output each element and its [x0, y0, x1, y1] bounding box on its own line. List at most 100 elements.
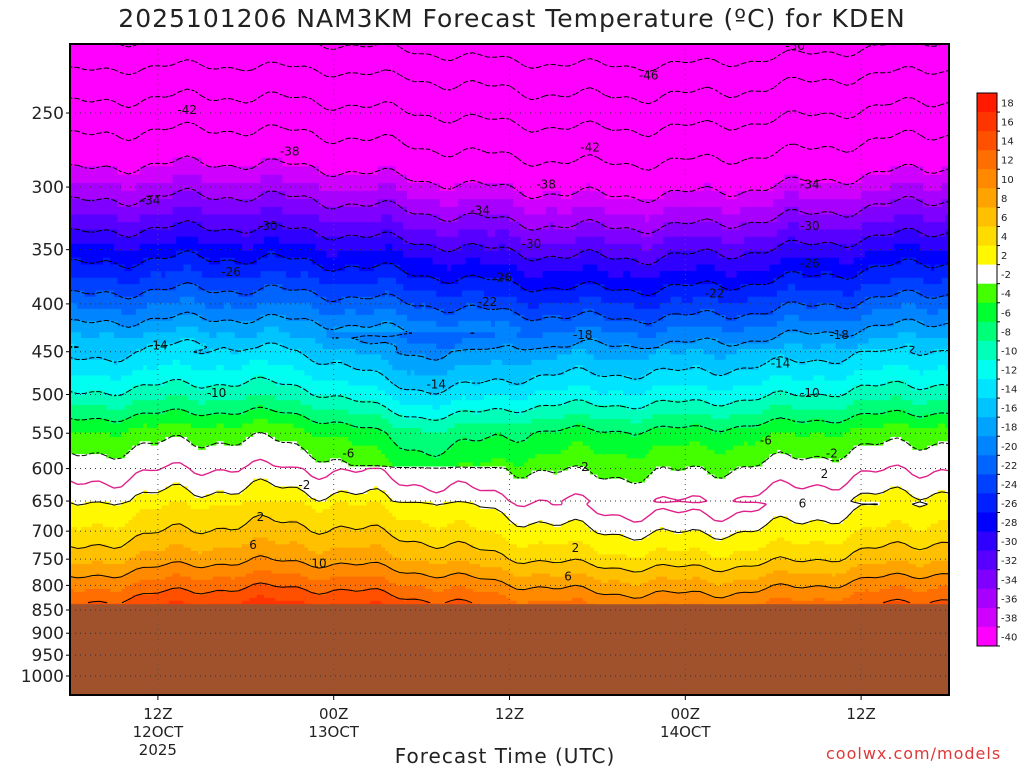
temperature-cell — [165, 140, 169, 150]
temperature-cell — [235, 462, 239, 467]
temperature-cell — [140, 278, 144, 285]
temperature-cell — [110, 365, 114, 371]
temperature-cell — [224, 498, 228, 502]
temperature-cell — [107, 419, 111, 424]
temperature-cell — [107, 370, 111, 376]
temperature-cell — [103, 12, 107, 25]
temperature-cell — [99, 419, 103, 424]
temperature-cell — [88, 458, 92, 463]
temperature-cell — [88, 297, 92, 304]
temperature-cell — [165, 81, 169, 92]
temperature-cell — [107, 121, 111, 131]
temperature-cell — [96, 437, 100, 442]
temperature-cell — [169, 24, 173, 37]
temperature-cell — [81, 433, 85, 438]
temperature-cell — [195, 332, 199, 338]
temperature-cell — [231, 229, 235, 237]
temperature-cell — [118, 271, 122, 278]
temperature-cell — [169, 390, 173, 396]
temperature-cell — [77, 24, 81, 37]
temperature-cell — [231, 199, 235, 207]
temperature-cell — [231, 450, 235, 455]
temperature-cell — [206, 183, 210, 192]
temperature-cell — [77, 207, 81, 215]
temperature-cell — [107, 395, 111, 400]
temperature-cell — [158, 405, 162, 410]
temperature-cell — [129, 321, 133, 327]
temperature-cell — [176, 441, 180, 446]
temperature-cell — [224, 338, 228, 344]
temperature-cell — [140, 475, 144, 480]
temperature-cell — [81, 12, 85, 25]
temperature-cell — [165, 36, 169, 48]
temperature-cell — [118, 365, 122, 371]
temperature-cell — [158, 81, 162, 92]
temperature-cell — [165, 175, 169, 184]
temperature-cell — [110, 344, 114, 350]
temperature-cell — [77, 102, 81, 113]
temperature-cell — [176, 454, 180, 459]
temperature-cell — [107, 244, 111, 252]
temperature-cell — [231, 183, 235, 192]
temperature-cell — [176, 199, 180, 207]
temperature-cell — [125, 258, 129, 265]
temperature-cell — [206, 524, 210, 528]
temperature-cell — [217, 458, 221, 463]
temperature-cell — [96, 486, 100, 491]
temperature-cell — [88, 207, 92, 215]
temperature-cell — [99, 516, 103, 520]
temperature-cell — [220, 24, 224, 37]
temperature-cell — [176, 265, 180, 272]
temperature-cell — [158, 149, 162, 158]
temperature-cell — [169, 386, 173, 392]
temperature-cell — [206, 498, 210, 502]
temperature-cell — [202, 81, 206, 92]
temperature-cell — [217, 332, 221, 338]
temperature-cell — [165, 360, 169, 366]
temperature-cell — [235, 149, 239, 158]
temperature-cell — [140, 395, 144, 400]
temperature-cell — [176, 297, 180, 304]
temperature-cell — [88, 215, 92, 223]
temperature-cell — [198, 24, 202, 37]
temperature-cell — [99, 395, 103, 400]
temperature-cell — [77, 332, 81, 338]
temperature-cell — [77, 271, 81, 278]
temperature-cell — [202, 513, 206, 517]
temperature-cell — [165, 475, 169, 480]
temperature-cell — [110, 574, 114, 578]
temperature-cell — [125, 534, 129, 538]
temperature-cell — [165, 479, 169, 484]
temperature-cell — [77, 309, 81, 316]
temperature-cell — [140, 513, 144, 517]
temperature-cell — [165, 59, 169, 71]
temperature-cell — [154, 229, 158, 237]
temperature-cell — [224, 424, 228, 429]
temperature-cell — [231, 237, 235, 245]
temperature-cell — [176, 121, 180, 131]
temperature-cell — [165, 251, 169, 258]
temperature-cell — [202, 175, 206, 184]
temperature-cell — [107, 265, 111, 272]
temperature-cell — [169, 400, 173, 405]
temperature-cell — [140, 370, 144, 376]
temperature-cell — [151, 24, 155, 37]
temperature-cell — [169, 244, 173, 252]
temperature-cell — [217, 327, 221, 333]
temperature-cell — [136, 524, 140, 528]
temperature-cell — [184, 458, 188, 463]
temperature-cell — [147, 297, 151, 304]
temperature-cell — [110, 48, 114, 60]
temperature-cell — [96, 524, 100, 528]
temperature-cell — [235, 395, 239, 400]
temperature-cell — [184, 271, 188, 278]
temperature-cell — [118, 303, 122, 310]
temperature-cell — [231, 534, 235, 538]
temperature-cell — [125, 462, 129, 467]
temperature-cell — [206, 327, 210, 333]
temperature-cell — [165, 207, 169, 215]
temperature-cell — [217, 471, 221, 476]
temperature-cell — [140, 297, 144, 304]
temperature-cell — [169, 505, 173, 509]
temperature-cell — [81, 222, 85, 230]
